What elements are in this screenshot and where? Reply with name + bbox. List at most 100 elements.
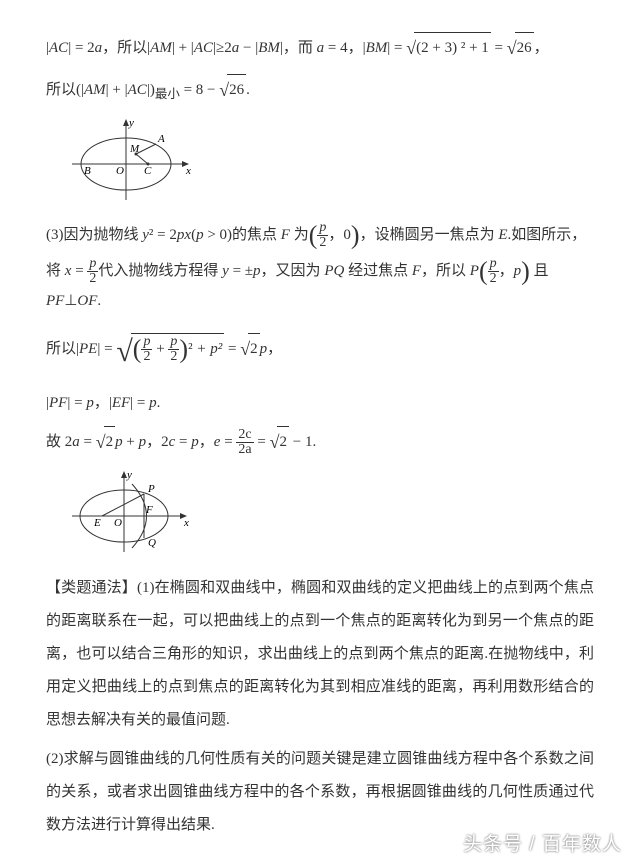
txt: > 0)的焦点: [204, 227, 281, 243]
method-heading: 【类题通法】: [46, 580, 137, 596]
var-p: p: [86, 395, 94, 411]
label-y: y: [126, 469, 132, 481]
var-am: AM: [84, 82, 106, 98]
paren-icon: ): [351, 221, 360, 250]
label-B: B: [84, 165, 91, 177]
txt: 且: [530, 263, 549, 279]
var-p: p: [149, 395, 157, 411]
line-3: (3)因为抛物线 y² = 2px(p > 0)的焦点 F 为(p2，0)，设椭…: [46, 220, 594, 250]
paren-icon: ): [521, 257, 530, 286]
txt: | + |: [106, 82, 128, 98]
txt: 故 2: [46, 434, 72, 450]
line-2: 所以(|AM| + |AC|)最小 = 8 − √26.: [46, 72, 594, 108]
txt: |): [147, 82, 155, 98]
label-Q: Q: [148, 537, 156, 549]
txt: =: [175, 434, 191, 450]
frac-p2: p2: [317, 221, 328, 250]
line-1: |AC| = 2a，所以|AM| + |AC|≥2a − |BM|，而 a = …: [46, 30, 594, 66]
paren-icon: (: [479, 257, 488, 286]
var-am: AM: [150, 40, 172, 56]
document-page: |AC| = 2a，所以|AM| + |AC|≥2a − |BM|，而 a = …: [0, 0, 640, 858]
var-bm: BM: [366, 40, 388, 56]
frac-p2: p2: [87, 257, 98, 286]
txt: .如图所示，: [508, 227, 587, 243]
txt: .: [246, 82, 250, 98]
var-y: y: [142, 227, 149, 243]
txt: (3)因为抛物线: [46, 227, 142, 243]
sqrt-2: 2: [248, 333, 260, 364]
sqrt-expr: (2 + 3) ² + 1: [414, 32, 491, 63]
txt: | =: [387, 40, 406, 56]
var-ac: AC: [194, 40, 213, 56]
label-x: x: [185, 165, 191, 177]
txt: ，0: [328, 227, 351, 243]
txt: |，而: [280, 40, 317, 56]
sqrt-expr: (p2 + p2)² + p²: [131, 333, 224, 366]
var-p: p: [139, 434, 147, 450]
txt: | = 2: [68, 40, 94, 56]
txt: =: [224, 341, 240, 357]
var-PQ: PQ: [324, 263, 344, 279]
paren-icon: (: [309, 221, 318, 250]
var-p: p: [514, 263, 522, 279]
var-PF: PF: [46, 293, 64, 309]
sub-min: 最小: [155, 87, 180, 101]
txt: ，2: [146, 434, 169, 450]
var-p: p: [191, 434, 199, 450]
label-M: M: [129, 143, 140, 155]
method-paragraph-2: (2)求解与圆锥曲线的几何性质有关的问题关键是建立圆锥曲线方程中各个系数之间的关…: [46, 743, 594, 842]
label-E: E: [93, 517, 101, 529]
frac-2c2a: 2c2a: [236, 428, 253, 457]
var-p: p: [253, 263, 261, 279]
line-4: 将 x = p2代入抛物线方程得 y = ±p，又因为 PQ 经过焦点 F，所以…: [46, 256, 594, 316]
txt: .: [157, 395, 161, 411]
var-p: p: [196, 227, 204, 243]
var-PE: PE: [79, 341, 97, 357]
sqrt-2: 2: [104, 426, 116, 457]
line-5: 所以|PE| = √(p2 + p2)² + p² = √2p，: [46, 322, 594, 382]
txt: =: [491, 40, 507, 56]
txt: 所以(|: [46, 82, 84, 98]
txt: ，又因为: [261, 263, 325, 279]
var-bm: BM: [258, 40, 280, 56]
txt: ，所以|: [102, 40, 150, 56]
txt: 将: [46, 263, 65, 279]
method-text-2: (2)求解与圆锥曲线的几何性质有关的问题关键是建立圆锥曲线方程中各个系数之间的关…: [46, 751, 594, 833]
ellipse-diagram-1: y x A M B O C: [66, 114, 196, 214]
label-F: F: [145, 504, 153, 516]
var-p: p: [260, 341, 268, 357]
line-7: 故 2a = √2p + p，2c = p，e = 2c2a = √2 − 1.: [46, 424, 594, 460]
var-ac: AC: [128, 82, 147, 98]
var-y: y: [222, 263, 229, 279]
var-ac: AC: [49, 40, 68, 56]
txt: = 8 −: [180, 82, 219, 98]
txt: − 1.: [289, 434, 316, 450]
method-text-1: (1)在椭圆和双曲线中，椭圆和双曲线的定义把曲线上的点到两个焦点的距离联系在一起…: [46, 580, 594, 728]
var-px: px: [177, 227, 191, 243]
label-O: O: [114, 517, 122, 529]
txt: ² = 2: [149, 227, 177, 243]
label-C: C: [144, 165, 152, 177]
txt: ，: [267, 341, 282, 357]
txt: =: [254, 434, 270, 450]
sqrt-2: 2: [277, 426, 289, 457]
txt: |≥2: [213, 40, 232, 56]
var-F: F: [281, 227, 290, 243]
txt: − |: [239, 40, 258, 56]
txt: 所以|: [46, 341, 79, 357]
var-E: E: [498, 227, 507, 243]
txt: | + |: [172, 40, 194, 56]
label-P: P: [147, 483, 155, 495]
var-F: F: [412, 263, 421, 279]
txt: =: [71, 263, 87, 279]
var-EF: EF: [112, 395, 130, 411]
txt: ，: [534, 40, 549, 56]
txt: 代入抛物线方程得: [98, 263, 222, 279]
sqrt-26: 26: [515, 32, 534, 63]
var-PF: PF: [49, 395, 67, 411]
txt: ，所以: [421, 263, 470, 279]
var-a: a: [72, 434, 80, 450]
txt: | =: [97, 341, 116, 357]
txt: +: [123, 434, 139, 450]
txt: =: [220, 434, 236, 450]
